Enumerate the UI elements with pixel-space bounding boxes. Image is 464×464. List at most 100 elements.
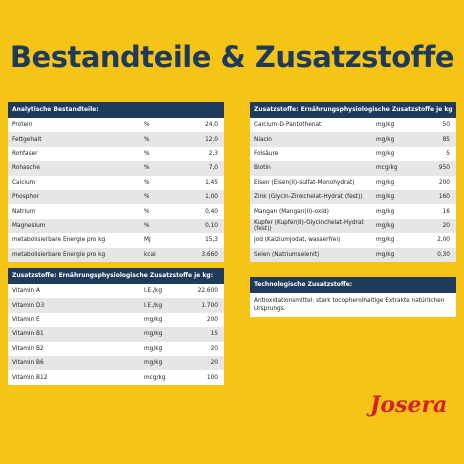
table-cell: MJ xyxy=(144,237,151,244)
technical-text: Antioxidationsmittel: stark tocopherolha… xyxy=(254,298,445,312)
table-cell: 2,00 xyxy=(437,237,450,244)
table-cell: 200 xyxy=(206,316,218,323)
table-cell: 12,0 xyxy=(205,136,218,143)
table-cell: I.E./kg xyxy=(144,288,163,295)
table-row: Calcium% 1,45 xyxy=(8,176,224,190)
table-cell: Calcium-D-Pantothenat xyxy=(254,122,322,129)
table-cell: 20 xyxy=(210,360,218,367)
table-cell: Niacin xyxy=(254,136,272,143)
table-row: Mangan (Mangan(II)-oxid) mg/kg 16 xyxy=(250,204,456,218)
table-cell: Biotin xyxy=(254,165,271,172)
table-cell: 2,3 xyxy=(208,150,218,157)
table-cell: mg/kg xyxy=(376,222,395,229)
table-body: Protein% 24,0 Fettgehalt% 12,0 Rohfaser% 2,3 R… xyxy=(8,118,224,262)
table-row: metabolisierbare Energie pro kg kcal 3.660 xyxy=(8,247,224,262)
table-cell: Vitamin B1 xyxy=(12,331,44,338)
table-cell: 5 xyxy=(446,150,450,157)
table-cell: 100 xyxy=(206,374,218,381)
table-row: Eisen (Eisen(II)-sulfat-Monohydrat) mg/kg… xyxy=(250,176,456,190)
table-cell: Vitamin D3 xyxy=(12,302,45,309)
table-row: Folsäure mg/kg 5 xyxy=(250,147,456,161)
table-cell: mcg/kg xyxy=(376,165,398,172)
table-cell: Vitamin A xyxy=(12,288,41,295)
table-cell: kcal xyxy=(144,251,156,258)
table-cell: mg/kg xyxy=(144,331,163,338)
table-cell: 20 xyxy=(210,345,218,352)
table-cell: Folsäure xyxy=(254,150,279,157)
table-cell: 1,45 xyxy=(205,179,218,186)
table: Analytische Bestandteile: Protein% 24,0 Fet… xyxy=(8,102,224,262)
table-cell: 1.700 xyxy=(201,302,218,309)
table-body: Vitamin A I.E./kg 22.600 Vitamin D3 I.E./kg 1… xyxy=(8,284,224,385)
table-cell: 0,40 xyxy=(205,208,218,215)
table-body: Calcium-D-Pantothenat mg/kg 50 Niacin mg/kg 8… xyxy=(250,118,456,262)
table-row: Jod (Kalziumjodat, wasserfrei) mg/kg 2,00 xyxy=(250,233,456,247)
table-cell: Jod (Kalziumjodat, wasserfrei) xyxy=(254,237,341,244)
table-row: Magnesium% 0,10 xyxy=(8,218,224,234)
table-row: Selen (Natriumselenit) mg/kg 0,30 xyxy=(250,247,456,262)
table-cell: Rohfaser xyxy=(12,150,38,157)
table-row: metabolisierbare Energie pro kg MJ 15,3 xyxy=(8,233,224,247)
table-row: Niacin mg/kg 85 xyxy=(250,132,456,147)
table-row: Phosphor% 1,00 xyxy=(8,189,224,205)
table-cell: Vitamin B6 xyxy=(12,360,44,367)
table-row: Vitamin D3 I.E./kg 1.700 xyxy=(8,298,224,313)
table-row: Vitamin B12 mcg/kg 100 xyxy=(8,370,224,384)
table-cell: mg/kg xyxy=(376,136,395,143)
table-row: Protein% 24,0 xyxy=(8,118,224,132)
table-cell: mg/kg xyxy=(376,150,395,157)
table-cell: 16 xyxy=(442,208,450,215)
table-cell: 950 xyxy=(438,165,450,172)
table-row: Natrium% 0,40 xyxy=(8,204,224,218)
table-cell: 15 xyxy=(210,331,218,338)
table-cell: 50 xyxy=(442,122,450,129)
table-row: Kupfer (Kupfer(II)-Glycinchelat-Hydrat (… xyxy=(250,218,456,234)
table-cell: mg/kg xyxy=(376,122,395,129)
table-header: Zusatzstoffe: Ernährungsphysiologische Z… xyxy=(250,102,456,118)
table-cell: I.E./kg xyxy=(144,302,163,309)
table-cell: 15,3 xyxy=(205,237,218,244)
table-cell: mcg/kg xyxy=(144,374,166,381)
table-cell: % xyxy=(144,122,150,129)
table-row: Vitamin B2 mg/kg 20 xyxy=(8,342,224,356)
table-row: Zink (Glycin-Zinkchelat-Hydrat (fest)) mg… xyxy=(250,189,456,205)
table-cell: Protein xyxy=(12,122,33,129)
table-cell: 85 xyxy=(442,136,450,143)
table-cell: Magnesium xyxy=(12,222,46,229)
table-cell: 3.660 xyxy=(201,251,218,258)
table-cell: Natrium xyxy=(12,208,36,215)
table-header: Zusatzstoffe: Ernährungsphysiologische Z… xyxy=(8,268,224,284)
table-cell: Fettgehalt xyxy=(12,136,42,143)
table-cell: % xyxy=(144,165,150,172)
table-row: Biotin mcg/kg 950 xyxy=(250,161,456,176)
table-row: Vitamin E mg/kg 200 xyxy=(8,313,224,327)
table-cell: mg/kg xyxy=(376,251,395,258)
table-cell: 0,10 xyxy=(205,222,218,229)
table-header: Analytische Bestandteile: xyxy=(8,102,224,118)
table-cell: mg/kg xyxy=(376,194,395,201)
table-cell: Vitamin B12 xyxy=(12,374,48,381)
table-cell: mg/kg xyxy=(144,345,163,352)
table-cell: mg/kg xyxy=(144,360,163,367)
table-cell: Mangan (Mangan(II)-oxid) xyxy=(254,208,329,215)
table-cell: % xyxy=(144,194,150,201)
table-cell: Vitamin B2 xyxy=(12,345,44,352)
table: Zusatzstoffe: Ernährungsphysiologische Z… xyxy=(250,102,456,262)
table-cell: mg/kg xyxy=(376,179,395,186)
table-cell: 200 xyxy=(438,179,450,186)
table-cell: metabolisierbare Energie pro kg xyxy=(12,237,106,244)
table-cell: Vitamin E xyxy=(12,316,40,323)
table-row: Rohfaser% 2,3 xyxy=(8,147,224,161)
table-row: Fettgehalt% 12,0 xyxy=(8,132,224,147)
table-cell: % xyxy=(144,222,150,229)
table-cell: % xyxy=(144,136,150,143)
table-row: Vitamin A I.E./kg 22.600 xyxy=(8,284,224,298)
table-cell: 7,0 xyxy=(208,165,218,172)
table-cell: metabolisierbare Energie pro kg xyxy=(12,251,106,258)
table-cell: 24,0 xyxy=(205,122,218,129)
table-cell: % xyxy=(144,179,150,186)
technical-box: Technologische Zusatzstoffe: Antioxidati… xyxy=(250,277,456,317)
table-cell: 0,30 xyxy=(437,251,450,258)
table-cell: Kupfer (Kupfer(II)-Glycinchelat-Hydrat (… xyxy=(254,219,364,232)
